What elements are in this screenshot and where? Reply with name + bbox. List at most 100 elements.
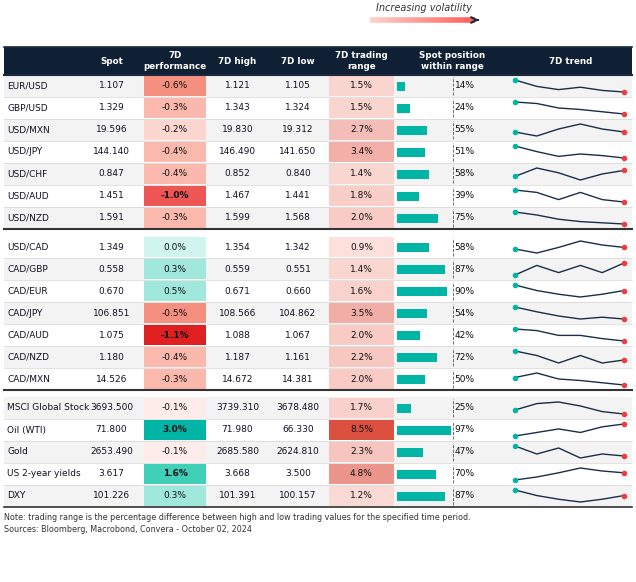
Text: 70%: 70% <box>455 470 474 478</box>
Text: 2685.580: 2685.580 <box>216 448 259 456</box>
Bar <box>397 81 404 90</box>
Text: 0.840: 0.840 <box>285 169 311 179</box>
Text: 87%: 87% <box>455 492 474 501</box>
Text: 71.980: 71.980 <box>222 425 253 435</box>
Text: DXY: DXY <box>7 492 25 501</box>
Text: 8.5%: 8.5% <box>350 425 373 435</box>
Text: -0.4%: -0.4% <box>162 147 188 157</box>
Text: 19.830: 19.830 <box>222 126 253 134</box>
Text: GBP/USD: GBP/USD <box>7 104 48 112</box>
Text: USD/AUD: USD/AUD <box>7 191 48 201</box>
Text: CAD/MXN: CAD/MXN <box>7 374 50 384</box>
Text: 47%: 47% <box>455 448 474 456</box>
Bar <box>4 368 632 390</box>
Text: 2.3%: 2.3% <box>350 448 373 456</box>
Bar <box>144 120 206 140</box>
Text: -0.3%: -0.3% <box>162 374 188 384</box>
Text: -0.1%: -0.1% <box>162 403 188 413</box>
Bar <box>329 325 394 345</box>
Bar <box>397 214 438 222</box>
Text: 42%: 42% <box>455 331 474 339</box>
Text: 2.7%: 2.7% <box>350 126 373 134</box>
Bar <box>4 75 632 97</box>
Bar <box>144 164 206 184</box>
Bar <box>397 104 410 112</box>
Text: 2.0%: 2.0% <box>350 331 373 339</box>
Text: 0.551: 0.551 <box>285 264 311 274</box>
Text: CAD/NZD: CAD/NZD <box>7 353 49 361</box>
Text: 1.075: 1.075 <box>99 331 125 339</box>
Text: CAD/EUR: CAD/EUR <box>7 286 48 296</box>
Text: 75%: 75% <box>455 214 474 222</box>
Text: 146.490: 146.490 <box>219 147 256 157</box>
Bar <box>4 280 632 302</box>
Bar <box>4 163 632 185</box>
Text: 1.8%: 1.8% <box>350 191 373 201</box>
Bar <box>397 403 411 413</box>
Bar <box>144 281 206 301</box>
Text: USD/JPY: USD/JPY <box>7 147 42 157</box>
Text: 0.3%: 0.3% <box>163 264 186 274</box>
Bar <box>4 419 632 441</box>
Text: 1.107: 1.107 <box>99 81 125 90</box>
Text: 100.157: 100.157 <box>279 492 317 501</box>
Text: 1.349: 1.349 <box>99 243 125 251</box>
Text: 1.342: 1.342 <box>285 243 311 251</box>
Bar <box>144 464 206 484</box>
Bar <box>144 347 206 367</box>
Text: CAD/GBP: CAD/GBP <box>7 264 48 274</box>
Bar <box>144 259 206 279</box>
Text: 55%: 55% <box>455 126 474 134</box>
Text: EUR/USD: EUR/USD <box>7 81 48 90</box>
Bar <box>4 97 632 119</box>
Bar <box>4 463 632 485</box>
Text: 141.650: 141.650 <box>279 147 317 157</box>
Bar <box>4 324 632 346</box>
Text: 1.187: 1.187 <box>225 353 251 361</box>
Bar <box>144 398 206 418</box>
Bar <box>329 142 394 162</box>
Text: 19.596: 19.596 <box>95 126 127 134</box>
Text: Oil (WTI): Oil (WTI) <box>7 425 46 435</box>
Text: -1.1%: -1.1% <box>161 331 190 339</box>
Bar <box>329 98 394 118</box>
Bar <box>329 237 394 257</box>
Text: -0.4%: -0.4% <box>162 169 188 179</box>
Text: -0.3%: -0.3% <box>162 214 188 222</box>
Bar <box>4 302 632 324</box>
Text: 50%: 50% <box>455 374 474 384</box>
Text: USD/CAD: USD/CAD <box>7 243 48 251</box>
Bar <box>4 346 632 368</box>
Text: 101.391: 101.391 <box>219 492 256 501</box>
Text: 87%: 87% <box>455 264 474 274</box>
Text: 1.180: 1.180 <box>99 353 125 361</box>
Bar <box>329 281 394 301</box>
Text: 71.800: 71.800 <box>95 425 127 435</box>
Text: 58%: 58% <box>455 243 474 251</box>
Text: USD/CHF: USD/CHF <box>7 169 47 179</box>
Bar <box>397 425 450 435</box>
Bar <box>329 369 394 389</box>
Text: Note: trading range is the percentage difference between high and low trading va: Note: trading range is the percentage di… <box>4 513 471 522</box>
Text: 3.617: 3.617 <box>99 470 125 478</box>
Text: 7D high: 7D high <box>218 56 256 66</box>
Bar <box>329 420 394 440</box>
Text: 3.4%: 3.4% <box>350 147 373 157</box>
Bar <box>397 448 423 456</box>
Text: USD/NZD: USD/NZD <box>7 214 49 222</box>
Text: 90%: 90% <box>455 286 474 296</box>
Bar <box>144 142 206 162</box>
Text: Increasing volatility: Increasing volatility <box>377 3 473 13</box>
Text: 1.467: 1.467 <box>225 191 251 201</box>
Text: -0.6%: -0.6% <box>162 81 188 90</box>
Bar <box>4 207 632 229</box>
Text: Spot: Spot <box>100 56 123 66</box>
Bar <box>4 47 632 75</box>
Text: 0.558: 0.558 <box>99 264 125 274</box>
Bar <box>397 374 425 384</box>
Text: 2653.490: 2653.490 <box>90 448 133 456</box>
Text: 1.088: 1.088 <box>225 331 251 339</box>
Bar <box>144 486 206 506</box>
Text: 0.9%: 0.9% <box>350 243 373 251</box>
Text: 1.161: 1.161 <box>285 353 311 361</box>
